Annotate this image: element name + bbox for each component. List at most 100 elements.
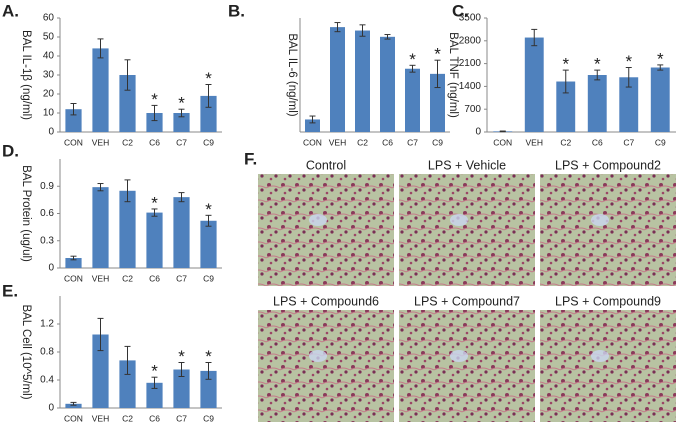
micrograph (540, 310, 676, 422)
x-tick-label: C9 (203, 137, 214, 147)
image-caption: LPS + Compound6 (273, 294, 379, 308)
image-caption: Control (306, 158, 346, 172)
y-tick-label: 40 (43, 51, 55, 62)
bar (405, 68, 420, 132)
significance-marker: * (151, 362, 158, 381)
micrograph-spot (450, 214, 468, 226)
x-tick-label: CON (303, 137, 322, 147)
significance-marker: * (178, 94, 185, 113)
y-tick-label: 2100 (459, 58, 482, 69)
bar (556, 81, 576, 132)
bar (146, 382, 163, 408)
y-tick-label: 1.2 (40, 319, 54, 330)
y-tick-label: 60 (43, 13, 55, 24)
x-tick-label: C2 (122, 273, 133, 283)
panel-label: C. (452, 1, 469, 20)
x-tick-label: CON (64, 413, 83, 423)
bar (200, 95, 217, 132)
panel-label: B. (228, 1, 245, 20)
micrograph-spot (309, 350, 327, 362)
significance-marker: * (594, 55, 601, 74)
x-tick-label: VEH (92, 413, 109, 423)
x-tick-label: C6 (382, 137, 393, 147)
bar (92, 187, 109, 268)
x-tick-label: C2 (560, 137, 571, 147)
bar (119, 75, 136, 132)
significance-marker: * (178, 347, 185, 366)
x-tick-label: C9 (655, 137, 666, 147)
y-tick-label: 3500 (459, 13, 482, 24)
y-tick-label: 0 (48, 263, 54, 274)
bar (524, 37, 544, 132)
micrograph (399, 310, 535, 422)
significance-marker: * (151, 90, 158, 109)
bar (173, 369, 190, 408)
y-tick-label: 0.8 (40, 347, 54, 358)
y-tick-label: 0.9 (40, 181, 54, 192)
y-tick-label: 0 (475, 127, 481, 138)
x-tick-label: C2 (357, 137, 368, 147)
x-tick-label: CON (64, 137, 83, 147)
micrograph-spot (450, 350, 468, 362)
bar (305, 119, 320, 132)
bar (587, 75, 607, 132)
bar (92, 334, 109, 408)
x-tick-label: CON (493, 137, 512, 147)
image-caption: LPS + Compound2 (555, 158, 661, 172)
panel-label: F. (244, 149, 257, 168)
bar (65, 403, 82, 408)
x-tick-label: C6 (149, 137, 160, 147)
bar (430, 73, 445, 132)
bar (330, 27, 345, 132)
x-tick-label: C2 (122, 413, 133, 423)
y-tick-label: 0 (48, 127, 54, 138)
y-tick-label: 0 (48, 403, 54, 414)
panel-label: E. (2, 281, 18, 300)
bar (650, 67, 670, 132)
y-tick-label: 1400 (459, 81, 482, 92)
bar (619, 77, 639, 132)
micrograph (399, 174, 535, 286)
micrograph (258, 310, 394, 422)
y-tick-label: 2800 (459, 35, 482, 46)
significance-marker: * (657, 49, 664, 68)
y-tick-label: 30 (43, 70, 55, 81)
x-tick-label: VEH (92, 137, 109, 147)
bar (146, 212, 163, 268)
x-tick-label: C7 (407, 137, 418, 147)
y-axis-label: BAL Cell (10^5/ml) (20, 304, 32, 399)
bar (173, 113, 190, 132)
bar (380, 36, 395, 133)
x-tick-label: CON (64, 273, 83, 283)
bar (355, 30, 370, 132)
bar (119, 360, 136, 408)
y-axis-label: BAL Protein (ug/ul) (20, 165, 32, 262)
bar (200, 220, 217, 268)
y-tick-label: 50 (43, 32, 55, 43)
x-tick-label: C7 (623, 137, 634, 147)
image-caption: LPS + Compound9 (555, 294, 661, 308)
y-axis-label: BAL IL-1β (ng/ml) (20, 30, 32, 120)
y-tick-label: 10 (43, 108, 55, 119)
image-caption: LPS + Compound7 (414, 294, 520, 308)
micrograph-spot (591, 350, 609, 362)
bar (173, 197, 190, 268)
bar (146, 113, 163, 132)
significance-marker: * (562, 55, 569, 74)
x-tick-label: C6 (149, 413, 160, 423)
bar (65, 109, 82, 132)
y-tick-label: 20 (43, 89, 55, 100)
micrograph-spot (309, 214, 327, 226)
x-tick-label: C9 (203, 413, 214, 423)
y-tick-label: 0.4 (40, 375, 54, 386)
micrograph-spot (591, 214, 609, 226)
x-tick-label: VEH (329, 137, 346, 147)
bar (200, 370, 217, 408)
significance-marker: * (625, 52, 632, 71)
y-tick-label: 700 (464, 104, 481, 115)
significance-marker: * (205, 69, 212, 88)
y-axis-label: BAL IL-6 (ng/ml) (286, 33, 298, 116)
x-tick-label: VEH (526, 137, 543, 147)
